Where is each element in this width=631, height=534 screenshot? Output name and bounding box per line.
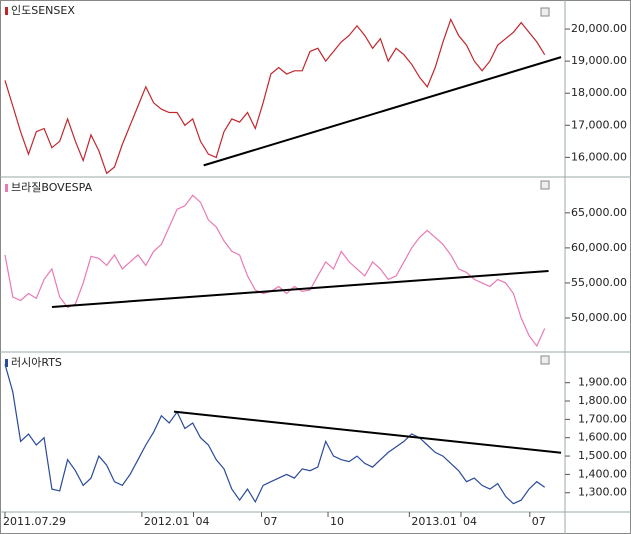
- x-tick-label: 2013.01: [411, 515, 457, 528]
- title-marker: [5, 184, 8, 192]
- x-tick-label: 10: [330, 515, 344, 528]
- title-marker: [5, 7, 8, 15]
- trend-line: [51, 269, 549, 308]
- panel-button[interactable]: [540, 355, 550, 365]
- y-tick-label: 65,000.00: [571, 206, 627, 219]
- x-tick-label: 2012.01: [144, 515, 190, 528]
- data-line: [4, 194, 546, 348]
- y-tick-label: 17,000.00: [571, 118, 627, 131]
- panel-button[interactable]: [540, 180, 550, 190]
- y-tick-label: 19,000.00: [571, 54, 627, 67]
- x-tick-label: 07: [532, 515, 546, 528]
- y-tick-label: 1,400.00: [578, 467, 627, 480]
- y-tick-label: 50,000.00: [571, 311, 627, 324]
- title-marker: [5, 359, 8, 367]
- panel-title: 브라질BOVESPA: [11, 181, 93, 194]
- trend-line: [173, 410, 562, 454]
- panel-title: 인도SENSEX: [11, 4, 75, 17]
- y-tick-label: 16,000.00: [571, 150, 627, 163]
- y-tick-label: 1,800.00: [578, 394, 627, 407]
- y-tick-label: 18,000.00: [571, 86, 627, 99]
- y-tick-label: 55,000.00: [571, 276, 627, 289]
- y-tick-label: 1,700.00: [578, 412, 627, 425]
- panel-button[interactable]: [540, 7, 550, 17]
- y-tick-label: 1,600.00: [578, 431, 627, 444]
- y-tick-label: 1,500.00: [578, 449, 627, 462]
- x-tick-label: 2011.07.29: [3, 515, 66, 528]
- panel-title: 러시아RTS: [11, 356, 62, 369]
- x-tick-label: 04: [463, 515, 477, 528]
- x-tick-label: 07: [264, 515, 278, 528]
- x-tick-label: 04: [195, 515, 209, 528]
- y-tick-label: 60,000.00: [571, 241, 627, 254]
- y-tick-label: 20,000.00: [571, 22, 627, 35]
- data-line: [4, 17, 546, 175]
- data-line: [4, 364, 546, 505]
- panel-buttons: [540, 7, 550, 365]
- y-tick-label: 1,300.00: [578, 486, 627, 499]
- trend-line: [203, 56, 562, 167]
- y-tick-label: 1,900.00: [578, 376, 627, 389]
